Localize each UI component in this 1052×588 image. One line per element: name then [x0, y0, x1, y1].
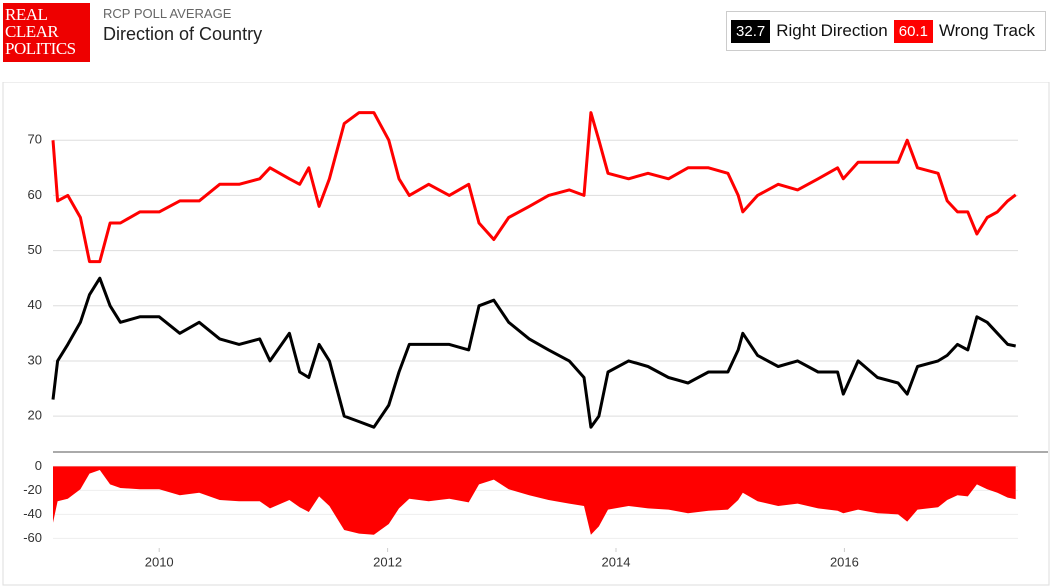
y-tick-label: -40 — [23, 506, 42, 521]
y-tick-label: 0 — [35, 458, 42, 473]
legend-label: Wrong Track — [938, 21, 1035, 40]
y-tick-label: -20 — [23, 482, 42, 497]
y-tick-label: 50 — [28, 242, 42, 257]
legend: 32.7 Right Direction 60.1 Wrong Track — [726, 11, 1046, 51]
series-line — [51, 276, 1016, 429]
logo: REAL CLEAR POLITICS — [3, 3, 90, 62]
y-tick-label: -60 — [23, 530, 42, 545]
supertitle: RCP POLL AVERAGE — [103, 6, 232, 21]
y-tick-label: 40 — [28, 297, 42, 312]
x-tick-label: 2016 — [830, 554, 859, 569]
y-tick-label: 70 — [28, 132, 42, 147]
legend-value: 32.7 — [731, 19, 771, 43]
chart-title: Direction of Country — [103, 24, 263, 44]
logo-line: CLEAR — [5, 22, 59, 41]
legend-value: 60.1 — [893, 19, 933, 43]
x-tick-label: 2010 — [145, 554, 174, 569]
series-line — [51, 111, 1017, 264]
logo-line: POLITICS — [5, 39, 76, 58]
legend-label: Right Direction — [776, 21, 888, 40]
spread-area — [53, 466, 1016, 535]
x-tick-label: 2012 — [373, 554, 402, 569]
y-tick-label: 30 — [28, 352, 42, 367]
chart: 20 30 40 50 60 70 -60 -40 -20 0 2010 2012 2014 2016 — [2, 82, 1050, 586]
logo-line: REAL — [5, 5, 48, 24]
y-tick-label: 20 — [28, 408, 42, 423]
x-tick-label: 2014 — [602, 554, 631, 569]
y-tick-label: 60 — [28, 187, 42, 202]
